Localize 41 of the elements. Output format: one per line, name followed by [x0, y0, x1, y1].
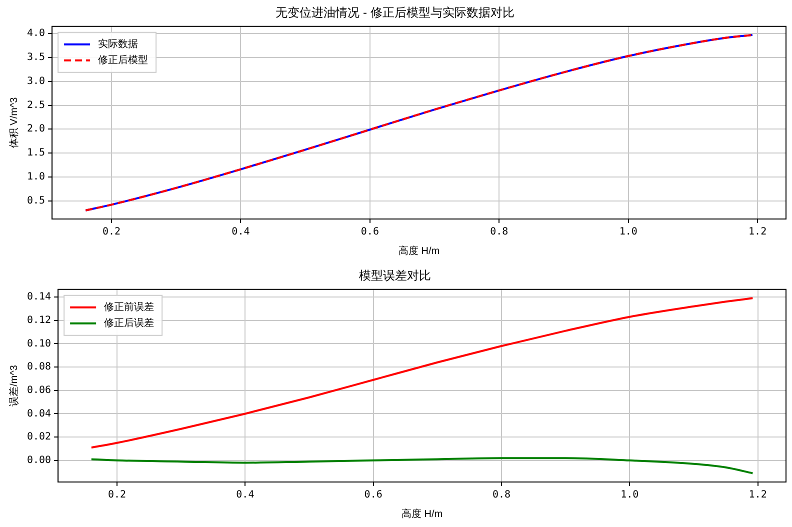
legend-label: 实际数据 [98, 38, 138, 50]
chart-title: 模型误差对比 [359, 268, 431, 283]
y-tick-label: 0.00 [26, 455, 52, 466]
y-tick-label: 0.14 [26, 292, 52, 303]
x-axis-title: 高度 H/m [401, 508, 443, 520]
line-series [90, 457, 754, 474]
y-tick-label: 1.0 [27, 172, 46, 183]
chart-title: 无变位进油情况 - 修正后模型与实际数据对比 [276, 6, 514, 20]
y-tick-label: 4.0 [27, 28, 46, 40]
y-tick-label: 0.04 [26, 408, 52, 420]
y-tick-label: 0.08 [26, 362, 52, 373]
legend-label: 修正前误差 [104, 300, 154, 313]
x-tick-label: 0.6 [360, 226, 379, 238]
x-tick-label: 0.2 [102, 226, 121, 238]
y-tick-label: 0.02 [26, 432, 52, 443]
line-series [84, 34, 754, 212]
x-tick-label: 1.2 [748, 226, 767, 238]
x-tick-label: 0.8 [490, 226, 508, 238]
y-tick-label: 0.10 [26, 338, 52, 350]
y-tick-label: 1.5 [27, 148, 46, 159]
y-tick-label: 3.5 [27, 52, 46, 64]
y-tick-label: 2.0 [27, 124, 46, 135]
line-series [90, 297, 754, 449]
x-tick-label: 0.8 [492, 490, 511, 501]
y-axis-title: 体积 V/m^3 [8, 96, 20, 148]
y-tick-label: 3.0 [27, 76, 46, 87]
y-tick-label: 0.5 [27, 195, 46, 206]
y-tick-label: 2.5 [27, 100, 46, 111]
x-tick-label: 1.2 [748, 490, 767, 501]
x-tick-label: 0.4 [232, 226, 250, 238]
x-tick-label: 0.2 [108, 490, 126, 501]
x-tick-label: 1.0 [620, 490, 639, 501]
legend-label: 修正后模型 [98, 54, 148, 66]
y-tick-label: 0.06 [26, 384, 52, 396]
x-axis-title: 高度 H/m [398, 244, 440, 257]
x-tick-label: 1.0 [619, 226, 638, 238]
y-tick-label: 0.12 [26, 314, 52, 326]
legend-label: 修正后误差 [104, 316, 154, 329]
x-tick-label: 0.4 [236, 490, 254, 501]
y-axis-title: 误差/m^3 [8, 364, 20, 406]
x-tick-label: 0.6 [364, 490, 382, 501]
